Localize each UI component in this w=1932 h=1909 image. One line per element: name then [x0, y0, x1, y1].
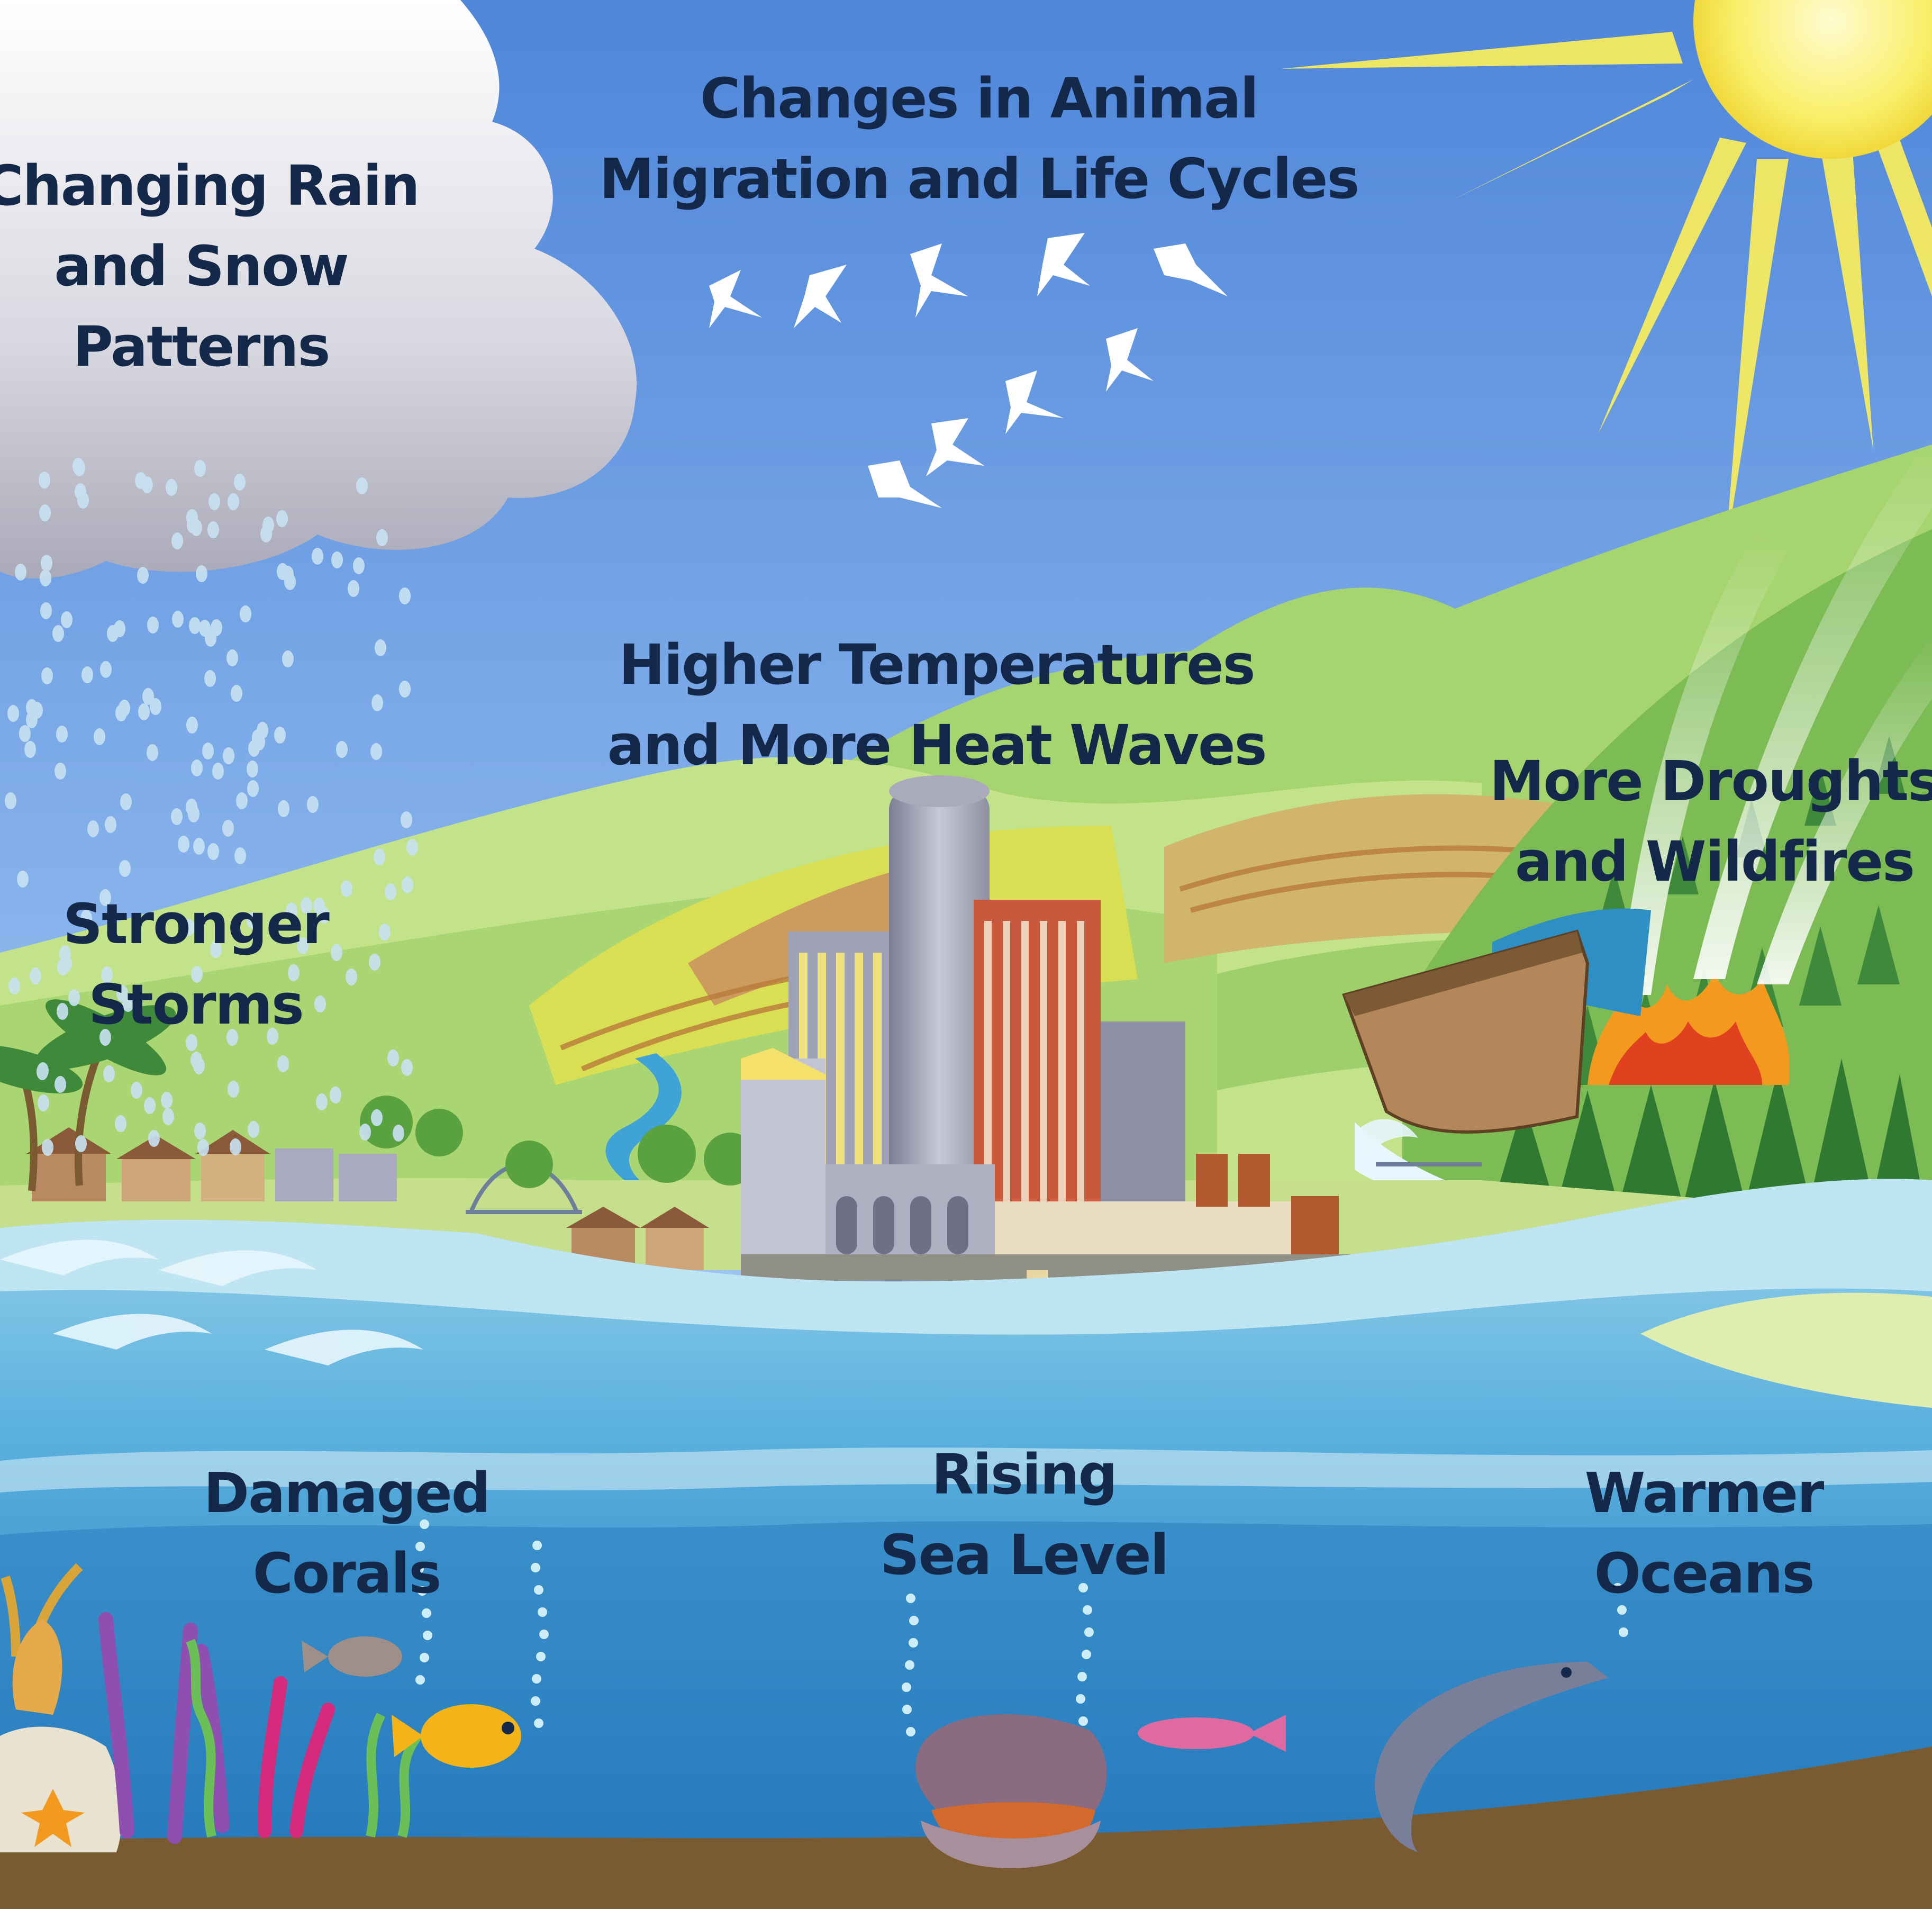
label-stronger-storms: Stronger Storms — [63, 892, 330, 1037]
clam-icon — [915, 1714, 1107, 1868]
label-rising-sea-level: Rising Sea Level — [879, 1442, 1169, 1587]
bird-icon — [709, 233, 1228, 508]
fire-icon — [1588, 974, 1790, 1085]
sun-icon — [1281, 0, 1932, 556]
building-icon — [741, 775, 1423, 1281]
label-warmer-oceans: Warmer Oceans — [1584, 1461, 1825, 1606]
fish-icon — [302, 1636, 1609, 1852]
label-droughts-wildfires: More Droughts and Wildfires — [1489, 749, 1932, 894]
cloud-icon — [0, 0, 637, 579]
coral-icon — [0, 1563, 422, 1852]
label-higher-temperatures: Higher Temperatures and More Heat Waves — [607, 632, 1267, 777]
label-changing-rain-snow: Changing Rain and Snow Patterns — [0, 153, 420, 379]
label-damaged-corals: Damaged Corals — [203, 1461, 491, 1606]
dam-icon — [1342, 908, 1651, 1134]
label-animal-migration: Changes in Animal Migration and Life Cyc… — [599, 66, 1360, 211]
